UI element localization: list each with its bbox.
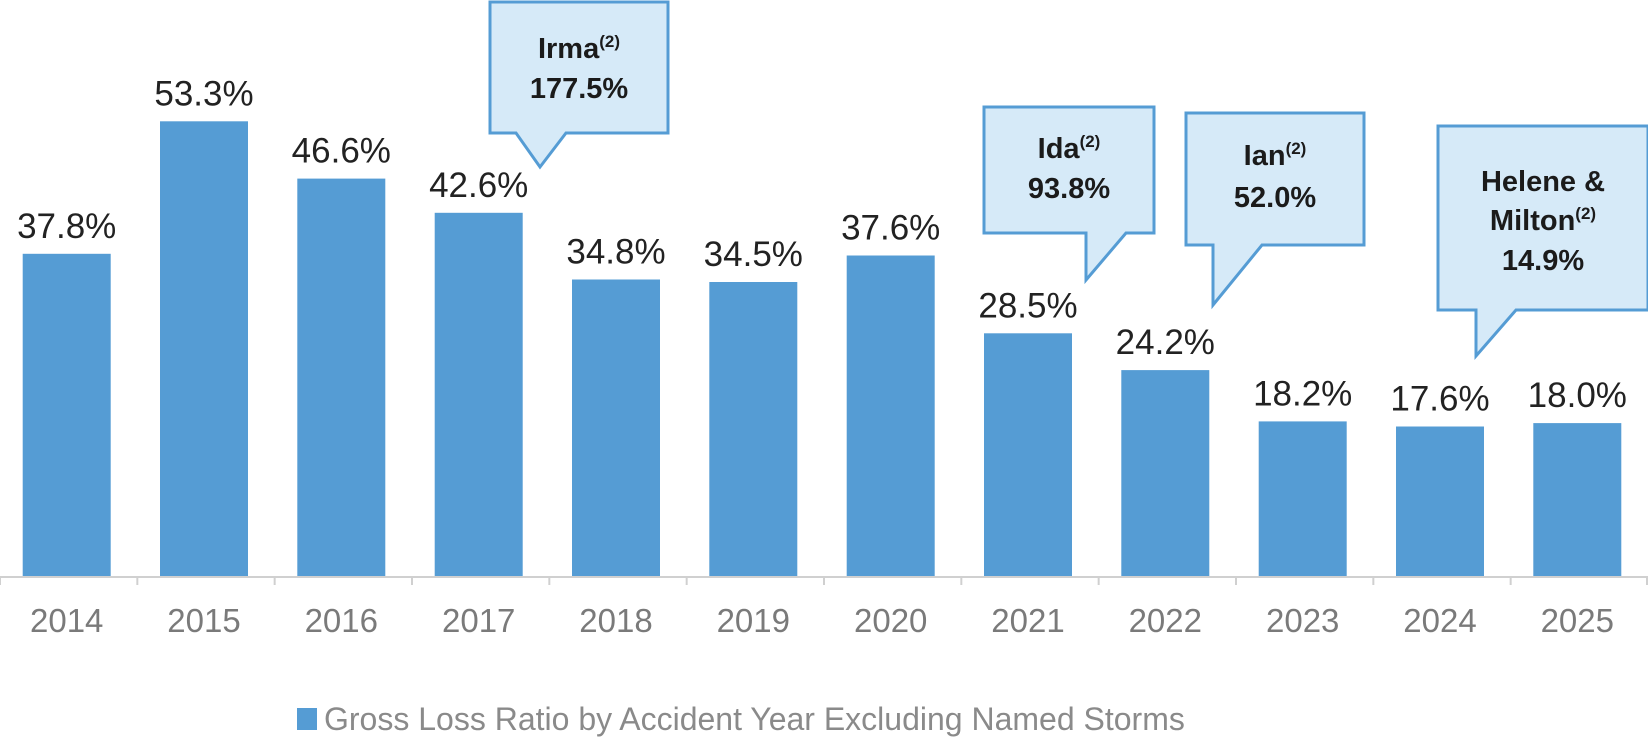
x-label-2022: 2022 [1129,602,1202,639]
value-label-2018: 34.8% [566,233,665,272]
x-axis-labels: 2014 2015 2016 2017 2018 2019 2020 2021 2022 2023… [30,602,1614,639]
bar-2015 [160,121,248,578]
bar-2017 [434,212,523,578]
bar-2022 [1121,370,1210,577]
callout-2021: Ida(2) 93.8% [982,105,1156,285]
value-label-2015: 53.3% [154,74,253,113]
callout-value-2022: 52.0% [1234,182,1316,214]
callout-2017: Irma(2) 177.5% [488,0,670,170]
x-label-2024: 2024 [1403,602,1476,639]
callout-value-2024: 14.9% [1502,245,1584,277]
x-label-2025: 2025 [1541,602,1614,639]
x-label-2018: 2018 [579,602,652,639]
bar-2014 [22,253,111,578]
value-label-2023: 18.2% [1253,374,1352,413]
x-label-2016: 2016 [305,602,378,639]
x-label-2015: 2015 [167,602,240,639]
x-label-2017: 2017 [442,602,515,639]
value-label-2020: 37.6% [841,209,940,248]
value-label-2024: 17.6% [1390,380,1489,419]
bar-2019 [709,282,798,577]
value-label-2021: 28.5% [978,286,1077,325]
value-label-2014: 37.8% [17,207,116,246]
callout-name-2024: Milton(2) [1490,204,1596,237]
bar-2023 [1258,421,1347,577]
bar-2016 [297,178,386,577]
legend-swatch [297,708,317,730]
callout-value-2021: 93.8% [1028,173,1110,205]
x-label-2021: 2021 [991,602,1064,639]
value-label-2017: 42.6% [429,166,528,205]
callout-box-2017 [488,0,670,170]
bars-group [22,121,1622,578]
bar-2020 [846,255,935,577]
callout-2024: Helene & Milton(2) 14.9% [1436,124,1648,361]
callout-box-2024 [1436,124,1648,361]
bar-2018 [572,279,660,577]
callout-2022: Ian(2) 52.0% [1184,111,1366,310]
legend: Gross Loss Ratio by Accident Year Exclud… [297,701,1185,737]
x-axis-ticks [0,577,1648,585]
value-label-2025: 18.0% [1528,376,1627,415]
callout-box-2022 [1184,111,1366,310]
bar-2025 [1533,423,1622,577]
x-label-2020: 2020 [854,602,927,639]
x-label-2019: 2019 [717,602,790,639]
callout-name-2024: Helene & [1481,166,1605,198]
callout-name-2017: Irma(2) [538,32,620,65]
bar-2024 [1396,426,1484,577]
callout-box-2021 [982,105,1156,285]
storm-callouts: Irma(2) 177.5% Ida(2) 93.8% Ian(2) 52.0% Helen… [488,0,1648,361]
x-label-2014: 2014 [30,602,103,639]
callout-name-2022: Ian(2) [1244,139,1307,172]
callout-name-2021: Ida(2) [1038,132,1101,165]
x-label-2023: 2023 [1266,602,1339,639]
value-labels-group: 37.8% 53.3% 46.6% 42.6% 34.8% 34.5% 37.6% 28.5%… [17,74,1627,418]
callout-value-2017: 177.5% [530,73,629,105]
bar-2021 [984,333,1072,577]
value-label-2016: 46.6% [292,132,391,171]
legend-label: Gross Loss Ratio by Accident Year Exclud… [324,701,1185,737]
value-label-2022: 24.2% [1116,323,1215,362]
value-label-2019: 34.5% [704,235,803,274]
